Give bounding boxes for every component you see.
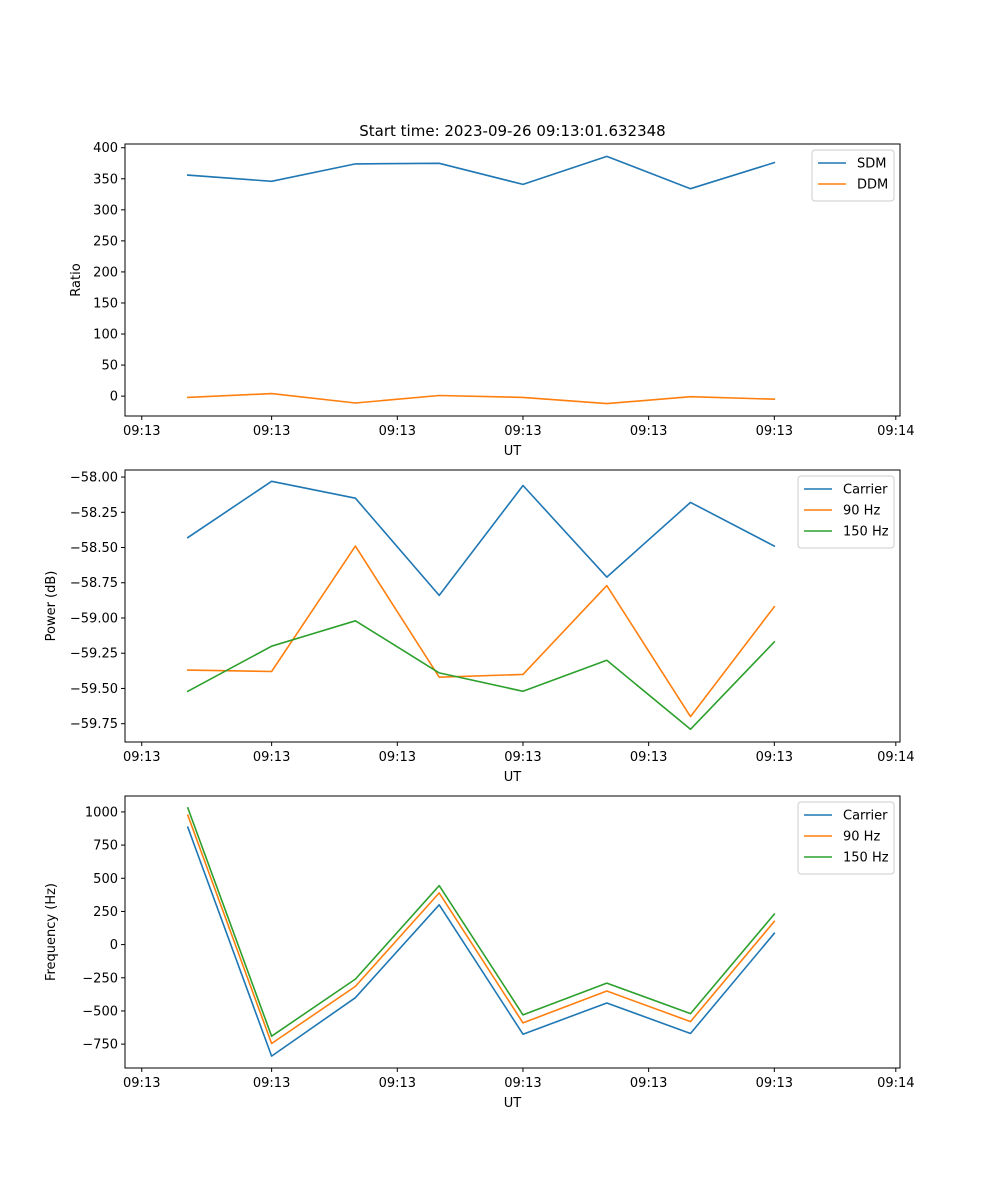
x-tick-label: 09:13 xyxy=(756,424,793,439)
y-tick-label: 0 xyxy=(110,390,118,405)
y-tick-label: 400 xyxy=(93,141,118,156)
y-tick-label: 250 xyxy=(93,905,118,920)
legend-box xyxy=(797,801,895,875)
chart-panel-2: 09:13 09:13 09:13 09:13 09:13 09:13 09:14 −59.7… xyxy=(44,469,915,785)
legend-label: 150 Hz xyxy=(843,525,889,540)
figure-title: Start time: 2023-09-26 09:13:01.632348 xyxy=(359,122,665,140)
y-tick-label: 750 xyxy=(93,839,118,854)
x-tick-label: 09:13 xyxy=(379,1076,416,1091)
legend: Carrier 90 Hz 150 Hz xyxy=(797,801,895,875)
legend-label: DDM xyxy=(857,178,888,193)
y-tick-label: 300 xyxy=(93,203,118,218)
series-line-sdm xyxy=(186,155,776,190)
y-tick-label: −58.25 xyxy=(70,506,118,521)
legend-box xyxy=(797,475,895,549)
axes-frame xyxy=(124,469,901,743)
legend-label: Carrier xyxy=(843,809,888,824)
axes-frame xyxy=(124,795,901,1069)
legend-label: SDM xyxy=(857,157,886,172)
x-tick-label: 09:13 xyxy=(630,750,667,765)
x-tick-label: 09:13 xyxy=(123,424,160,439)
y-tick-label: −250 xyxy=(82,971,118,986)
x-tick-label: 09:13 xyxy=(504,1076,541,1091)
chart-panel-3: 09:13 09:13 09:13 09:13 09:13 09:13 09:14 −750 −… xyxy=(44,795,915,1111)
chart-panel-1: 09:13 09:13 09:13 09:13 09:13 09:13 09:14 0 50 10… xyxy=(69,141,915,459)
y-tick-label: −59.00 xyxy=(70,611,118,626)
y-tick-label: −59.75 xyxy=(70,717,118,732)
y-tick-label: −58.00 xyxy=(70,471,118,486)
y-tick-label: −750 xyxy=(82,1038,118,1053)
x-axis-label: UT xyxy=(504,444,522,459)
y-tick-label: 500 xyxy=(93,872,118,887)
y-tick-label: 200 xyxy=(93,265,118,280)
y-tick-label: 50 xyxy=(101,359,118,374)
x-axis-label: UT xyxy=(504,770,522,785)
x-tick-label: 09:14 xyxy=(877,424,914,439)
y-axis-label: Ratio xyxy=(69,263,84,296)
x-tick-label: 09:13 xyxy=(756,1076,793,1091)
x-tick-label: 09:13 xyxy=(253,750,290,765)
y-tick-label: 0 xyxy=(110,938,118,953)
x-tick-label: 09:14 xyxy=(877,750,914,765)
legend: SDM DDM xyxy=(811,149,895,202)
x-tick-label: 09:14 xyxy=(877,1076,914,1091)
series-line-ddm xyxy=(186,392,776,405)
legend: Carrier 90 Hz 150 Hz xyxy=(797,475,895,549)
series-line-90-hz xyxy=(186,814,776,1045)
x-tick-label: 09:13 xyxy=(123,1076,160,1091)
y-tick-label: −59.25 xyxy=(70,647,118,662)
series-line-150-hz xyxy=(186,619,776,731)
x-axis-label: UT xyxy=(504,1096,522,1111)
chart-panels: 09:13 09:13 09:13 09:13 09:13 09:13 09:14 0 50 10… xyxy=(44,141,915,1111)
axes-frame xyxy=(124,143,901,417)
y-tick-label: 1000 xyxy=(85,805,118,820)
x-tick-label: 09:13 xyxy=(253,1076,290,1091)
y-tick-label: 100 xyxy=(93,328,118,343)
x-tick-label: 09:13 xyxy=(379,750,416,765)
legend-label: Carrier xyxy=(843,483,888,498)
y-tick-label: −500 xyxy=(82,1004,118,1019)
y-tick-label: −58.50 xyxy=(70,541,118,556)
x-tick-label: 09:13 xyxy=(504,424,541,439)
series-line-carrier xyxy=(186,480,776,597)
x-tick-label: 09:13 xyxy=(630,424,667,439)
x-tick-label: 09:13 xyxy=(756,750,793,765)
legend-label: 90 Hz xyxy=(843,830,880,845)
x-tick-label: 09:13 xyxy=(630,1076,667,1091)
series-line-90-hz xyxy=(186,545,776,718)
y-tick-label: −59.50 xyxy=(70,682,118,697)
y-tick-label: 250 xyxy=(93,234,118,249)
series-line-150-hz xyxy=(186,806,776,1037)
y-axis-label: Power (dB) xyxy=(44,571,59,642)
y-tick-label: 350 xyxy=(93,172,118,187)
y-tick-label: −58.75 xyxy=(70,576,118,591)
x-tick-label: 09:13 xyxy=(379,424,416,439)
y-axis-label: Frequency (Hz) xyxy=(44,883,59,981)
legend-label: 90 Hz xyxy=(843,504,880,519)
x-tick-label: 09:13 xyxy=(504,750,541,765)
x-tick-label: 09:13 xyxy=(253,424,290,439)
legend-label: 150 Hz xyxy=(843,851,889,866)
y-tick-label: 150 xyxy=(93,296,118,311)
series-line-carrier xyxy=(186,826,776,1057)
x-tick-label: 09:13 xyxy=(123,750,160,765)
